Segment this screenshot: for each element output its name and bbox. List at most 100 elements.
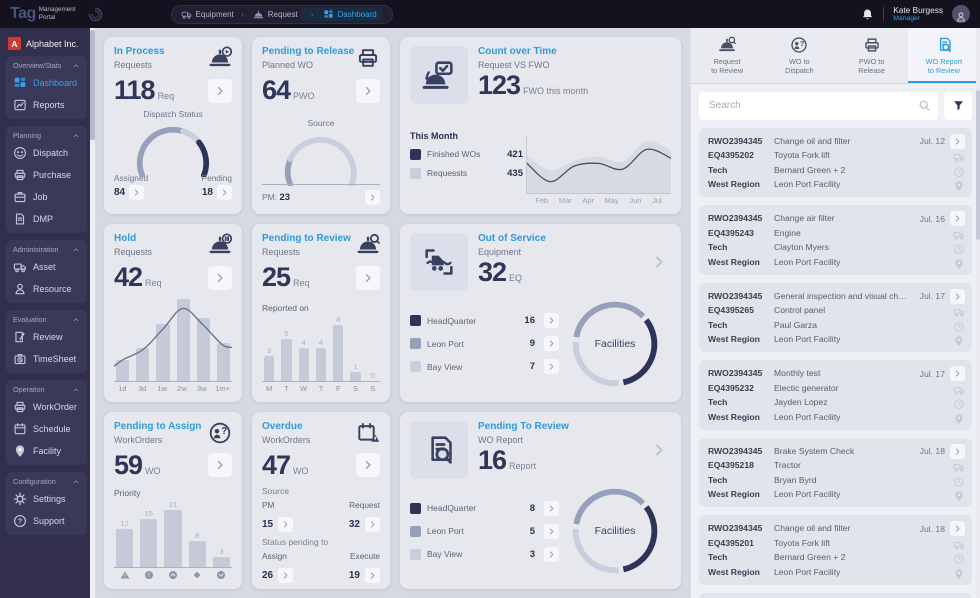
sidebar-item[interactable]: Dispatch — [6, 142, 87, 164]
sidebar-section-header[interactable]: Configuration — [6, 472, 87, 488]
wo-open-button[interactable] — [950, 211, 965, 227]
sidebar-item[interactable]: Job — [6, 186, 87, 208]
notification-bell-icon[interactable] — [861, 8, 874, 21]
bell-doc-icon — [422, 58, 456, 92]
breadcrumb-item[interactable]: Equipment — [181, 9, 234, 20]
sidebar-item[interactable]: Purchase — [6, 164, 87, 186]
legend-row: Bay View 3 — [410, 546, 559, 562]
assigned-button[interactable] — [129, 185, 145, 200]
sidebar-scrollbar[interactable] — [90, 28, 95, 598]
legend-swatch — [410, 148, 421, 160]
sidebar-section-header[interactable]: Operation — [6, 380, 87, 396]
truck-icon — [953, 539, 965, 551]
facility-button[interactable] — [544, 336, 559, 352]
right-panel-tab[interactable]: ? WO to Dispatch — [763, 28, 835, 83]
breadcrumb-item[interactable]: Request — [236, 9, 298, 20]
ptr-detail-chevron[interactable] — [651, 442, 667, 458]
wo-open-button[interactable] — [950, 521, 965, 537]
sidebar-item[interactable]: DMP — [6, 208, 87, 230]
wo-list-item[interactable]: RWO2394345 General inspection and visual … — [699, 282, 972, 353]
bar — [176, 299, 190, 381]
filter-button[interactable] — [944, 91, 972, 120]
right-panel-scrollbar[interactable] — [976, 28, 980, 598]
facility-button[interactable] — [544, 500, 559, 516]
app-logo[interactable]: Tag Management Portal — [10, 5, 76, 22]
tech-label: Tech — [708, 474, 728, 485]
people-icon — [13, 146, 27, 160]
region-label: West Region — [708, 489, 760, 500]
wo-number: RWO2394345 — [708, 523, 763, 534]
sidebar-section-header[interactable]: Overview/Stats — [6, 56, 87, 72]
user-info[interactable]: Kate Burgess Manager — [893, 5, 943, 24]
eq-number: EQ4395218 — [708, 460, 754, 471]
company-row[interactable]: A Alphabet Inc. — [0, 30, 95, 56]
review-detail-button[interactable] — [356, 265, 380, 290]
facility-button[interactable] — [544, 359, 559, 375]
pm-button[interactable] — [365, 190, 380, 206]
question-icon: ? — [13, 514, 27, 528]
clock-icon — [953, 476, 965, 488]
bar-label: 1d — [118, 383, 127, 393]
person-question-icon: ? — [790, 36, 808, 54]
facility-button[interactable] — [544, 313, 559, 329]
sidebar-item[interactable]: Schedule — [6, 418, 87, 440]
search-input[interactable] — [699, 91, 938, 120]
overdue-detail-button[interactable] — [356, 453, 380, 478]
facility-button[interactable] — [544, 523, 559, 539]
sidebar-item[interactable]: Facility — [6, 440, 87, 462]
wo-list-item[interactable]: RWO2394345 Change air filter EQ4395243 Eng… — [699, 205, 972, 275]
hold-detail-button[interactable] — [208, 265, 232, 290]
hold-age-chart: 1d 3d 1w 2w 3w 1m+ — [114, 299, 232, 393]
in-process-detail-button[interactable] — [208, 78, 232, 103]
right-panel-tab[interactable]: WO Report to Review — [907, 28, 980, 83]
bar-label: M — [266, 383, 273, 393]
wo-list-item[interactable]: RWO2394345 Change oil and filter EQ439520… — [699, 127, 972, 198]
sidebar-item[interactable]: Review — [6, 326, 87, 348]
wo-open-button[interactable] — [950, 288, 965, 304]
wo-list-item[interactable]: RWO2394345 Monthly test EQ4395232 Electic … — [699, 360, 972, 430]
sidebar-item[interactable]: Settings — [6, 488, 87, 510]
x-tick: Jul — [652, 196, 662, 206]
wo-open-button[interactable] — [950, 366, 965, 382]
breadcrumb-item[interactable]: Dashboard — [299, 7, 383, 21]
assign-detail-button[interactable] — [208, 453, 232, 478]
wo-list-item[interactable]: RWO2394345 Brake System Check EQ4395218 Tr… — [699, 437, 972, 508]
sidebar-section-header[interactable]: Evaluation — [6, 310, 87, 326]
request-overdue-button[interactable] — [365, 516, 380, 532]
arrow-down-icon — [213, 570, 230, 580]
right-panel-tab[interactable]: Request to Review — [691, 28, 763, 83]
sidebar-item[interactable]: ? Support — [6, 510, 87, 532]
chevron-icon — [281, 571, 290, 580]
oos-detail-chevron[interactable] — [651, 254, 667, 270]
sidebar-item[interactable]: Resource — [6, 278, 87, 300]
wo-list-item-partial[interactable] — [699, 592, 972, 598]
sidebar-item[interactable]: Asset — [6, 256, 87, 278]
sidebar-section-header[interactable]: Planning — [6, 126, 87, 142]
execute-overdue-button[interactable] — [365, 567, 380, 583]
scrollbar-thumb[interactable] — [976, 90, 980, 240]
right-panel-tab[interactable]: PWO to Release — [836, 28, 908, 83]
legend-swatch — [410, 525, 421, 537]
pm-overdue-button[interactable] — [278, 516, 294, 532]
truck-icon — [953, 229, 965, 241]
assign-overdue-button[interactable] — [278, 567, 294, 583]
pending-button[interactable] — [217, 185, 232, 200]
chevron-icon — [547, 362, 556, 371]
wo-list-item[interactable]: RWO2394345 Change oil and filter EQ439520… — [699, 515, 972, 585]
sidebar-item[interactable]: WorkOrder — [6, 396, 87, 418]
facility-button[interactable] — [544, 546, 559, 562]
sidebar-item[interactable]: TimeSheet — [6, 348, 87, 370]
avatar[interactable] — [952, 5, 970, 23]
sidebar-item[interactable]: Dashboard — [6, 72, 87, 94]
legend-swatch — [410, 502, 421, 514]
wo-open-button[interactable] — [950, 133, 965, 149]
wo-open-button[interactable] — [950, 443, 965, 459]
chevron-icon — [362, 85, 374, 97]
facility-name: Leon Port Facility — [774, 566, 841, 577]
review-icon — [13, 330, 27, 344]
sidebar-item[interactable]: Reports — [6, 94, 87, 116]
scrollbar-thumb[interactable] — [90, 30, 95, 140]
sidebar-section-header[interactable]: Administration — [6, 240, 87, 256]
release-detail-button[interactable] — [356, 78, 380, 103]
eq-name: Toyota Fork lift — [774, 150, 830, 161]
